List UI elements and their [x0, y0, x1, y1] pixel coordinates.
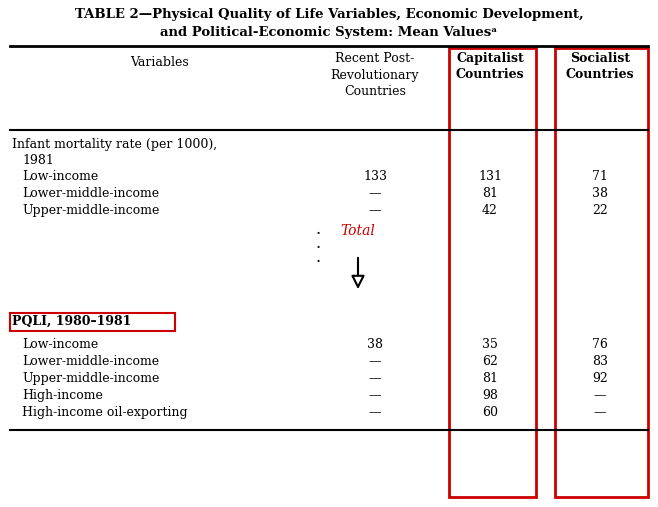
Text: Capitalist
Countries: Capitalist Countries [456, 52, 524, 82]
Text: Socialist
Countries: Socialist Countries [566, 52, 634, 82]
Text: PQLI, 1980–1981: PQLI, 1980–1981 [12, 315, 132, 328]
Text: —: — [368, 355, 381, 368]
Text: 81: 81 [482, 187, 498, 200]
Text: 76: 76 [592, 338, 608, 351]
Text: Total: Total [340, 224, 375, 238]
Text: 133: 133 [363, 170, 387, 183]
Text: High-income: High-income [22, 389, 103, 402]
Text: 83: 83 [592, 355, 608, 368]
Text: —: — [368, 204, 381, 217]
Bar [555, 48, 648, 497]
Text: 131: 131 [478, 170, 502, 183]
Bar [449, 48, 536, 497]
Text: Lower-middle-income: Lower-middle-income [22, 187, 159, 200]
Text: Low-income: Low-income [22, 170, 98, 183]
Text: 38: 38 [592, 187, 608, 200]
Text: 62: 62 [482, 355, 498, 368]
Text: Variables: Variables [131, 56, 190, 69]
Text: 38: 38 [367, 338, 383, 351]
Text: ·: · [315, 226, 320, 243]
Text: 1981: 1981 [22, 154, 54, 167]
Text: Upper-middle-income: Upper-middle-income [22, 204, 159, 217]
Text: 98: 98 [482, 389, 498, 402]
Text: Upper-middle-income: Upper-middle-income [22, 372, 159, 385]
Text: —: — [368, 372, 381, 385]
Text: —: — [368, 389, 381, 402]
Text: TABLE 2—Physical Quality of Life Variables, Economic Development,: TABLE 2—Physical Quality of Life Variabl… [75, 8, 583, 21]
Text: 71: 71 [592, 170, 608, 183]
Text: —: — [594, 406, 606, 419]
Text: Recent Post-
Revolutionary
Countries: Recent Post- Revolutionary Countries [331, 52, 419, 98]
Text: Lower-middle-income: Lower-middle-income [22, 355, 159, 368]
Text: ·: · [315, 240, 320, 257]
Text: 60: 60 [482, 406, 498, 419]
Text: Infant mortality rate (per 1000),: Infant mortality rate (per 1000), [12, 138, 217, 151]
Text: —: — [368, 187, 381, 200]
Text: High-income oil-exporting: High-income oil-exporting [22, 406, 188, 419]
Text: 81: 81 [482, 372, 498, 385]
Text: —: — [594, 389, 606, 402]
Text: 42: 42 [482, 204, 498, 217]
Text: Low-income: Low-income [22, 338, 98, 351]
Text: —: — [368, 406, 381, 419]
Text: ·: · [315, 254, 320, 271]
Text: 35: 35 [482, 338, 498, 351]
Text: and Political-Economic System: Mean Valuesᵃ: and Political-Economic System: Mean Valu… [161, 26, 497, 39]
Bar [10, 313, 175, 331]
Text: 92: 92 [592, 372, 608, 385]
Text: 22: 22 [592, 204, 608, 217]
